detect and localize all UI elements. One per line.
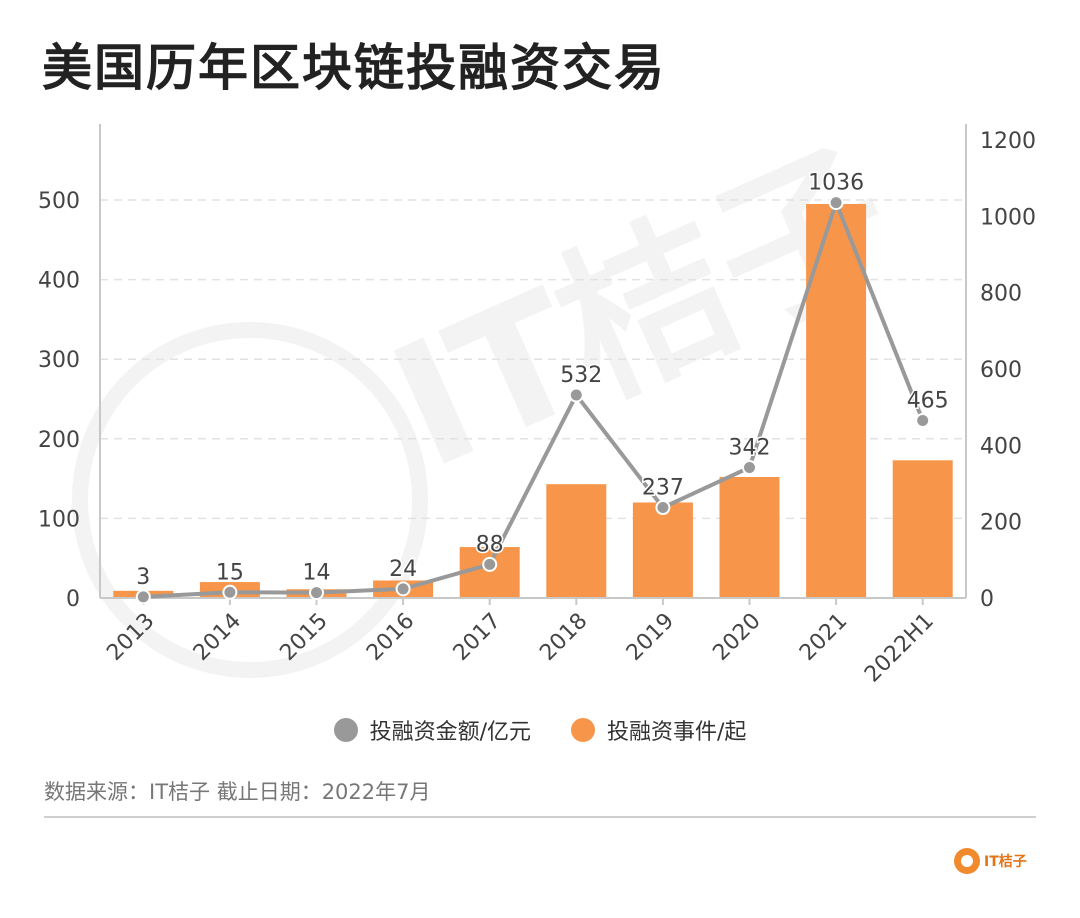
- left-axis-tick-label: 200: [38, 428, 80, 453]
- right-axis-tick-label: 1200: [980, 129, 1036, 154]
- legend-item-amount[interactable]: 投融资金额/亿元: [333, 714, 531, 746]
- right-axis-tick-label: 200: [980, 511, 1022, 536]
- x-axis-tick-label: 2019: [622, 609, 679, 666]
- data-label: 237: [642, 476, 684, 501]
- line-point: [395, 581, 411, 597]
- legend-label-amount: 投融资金额/亿元: [369, 720, 531, 745]
- brand-logo: IT桔子: [954, 848, 1027, 874]
- legend: 投融资金额/亿元 投融资事件/起: [0, 714, 1080, 746]
- orange-slice-icon: [954, 848, 980, 874]
- right-axis-tick-label: 1000: [980, 205, 1036, 230]
- data-label: 3: [136, 565, 150, 590]
- legend-swatch-gray: [333, 718, 358, 742]
- right-axis-tick-label: 0: [980, 587, 994, 612]
- data-label: 24: [389, 557, 417, 582]
- data-label: 532: [560, 363, 602, 388]
- line-point: [568, 387, 584, 403]
- right-axis-tick-label: 800: [980, 282, 1022, 307]
- line-point: [655, 500, 671, 516]
- line-point: [309, 585, 324, 601]
- logo-text: IT桔子: [984, 854, 1027, 870]
- line-point: [222, 584, 238, 600]
- left-axis-tick-label: 100: [38, 507, 80, 532]
- x-axis-tick-label: 2020: [708, 609, 765, 666]
- bar: [459, 547, 520, 598]
- divider: [44, 816, 1036, 818]
- left-axis-tick-label: 0: [66, 587, 80, 612]
- right-axis-tick-label: 600: [980, 358, 1022, 383]
- legend-swatch-orange: [571, 718, 595, 742]
- bar: [892, 460, 953, 598]
- x-axis-tick-label: 2018: [535, 609, 592, 666]
- line-point: [915, 413, 931, 429]
- x-axis-tick-label: 2022H1: [860, 609, 939, 688]
- right-axis-tick-label: 400: [980, 434, 1022, 459]
- data-label: 88: [476, 532, 504, 557]
- bar: [546, 484, 607, 598]
- data-label: 15: [216, 560, 244, 585]
- left-axis-tick-label: 400: [38, 269, 80, 294]
- legend-item-events[interactable]: 投融资事件/起: [571, 714, 746, 746]
- data-label: 465: [907, 389, 949, 414]
- left-axis-tick-label: 300: [38, 348, 80, 373]
- left-axis-tick-label: 500: [38, 189, 80, 214]
- legend-label-events: 投融资事件/起: [607, 720, 747, 745]
- line-point: [482, 556, 498, 572]
- chart-title: 美国历年区块链投融资交易: [42, 39, 666, 97]
- x-axis-tick-label: 2021: [795, 609, 852, 666]
- combo-chart: IT桔子010020030040050002004006008001000120…: [38, 115, 1036, 688]
- source-note: 数据来源：IT桔子 截止日期：2022年7月: [44, 780, 431, 804]
- x-axis-tick-label: 2014: [189, 609, 246, 666]
- data-label: 14: [303, 561, 331, 586]
- data-label: 342: [729, 435, 771, 460]
- data-label: 1036: [808, 171, 864, 196]
- line-point: [742, 459, 757, 475]
- bar: [719, 477, 780, 598]
- line-point: [135, 589, 151, 605]
- x-axis-tick-label: 2017: [449, 609, 506, 666]
- bar: [632, 502, 693, 598]
- line-point: [828, 195, 844, 211]
- series-line: [143, 200, 925, 599]
